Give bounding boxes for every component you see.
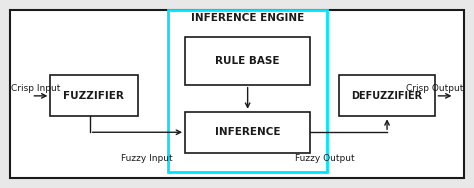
Bar [338, 75, 436, 116]
Text: Crisp Output: Crisp Output [406, 84, 463, 93]
Bar [185, 112, 310, 153]
Text: Fuzzy Input: Fuzzy Input [121, 154, 173, 163]
Text: INFERENCE ENGINE: INFERENCE ENGINE [191, 13, 304, 24]
Text: INFERENCE: INFERENCE [215, 127, 280, 137]
Text: FUZZIFIER: FUZZIFIER [64, 91, 124, 101]
Text: Crisp Input: Crisp Input [11, 84, 61, 93]
Text: Fuzzy Output: Fuzzy Output [295, 154, 354, 163]
Bar [168, 10, 327, 172]
Text: DEFUZZIFIER: DEFUZZIFIER [351, 91, 422, 101]
Bar [185, 37, 310, 85]
Bar [50, 75, 138, 116]
Text: RULE BASE: RULE BASE [215, 56, 280, 66]
